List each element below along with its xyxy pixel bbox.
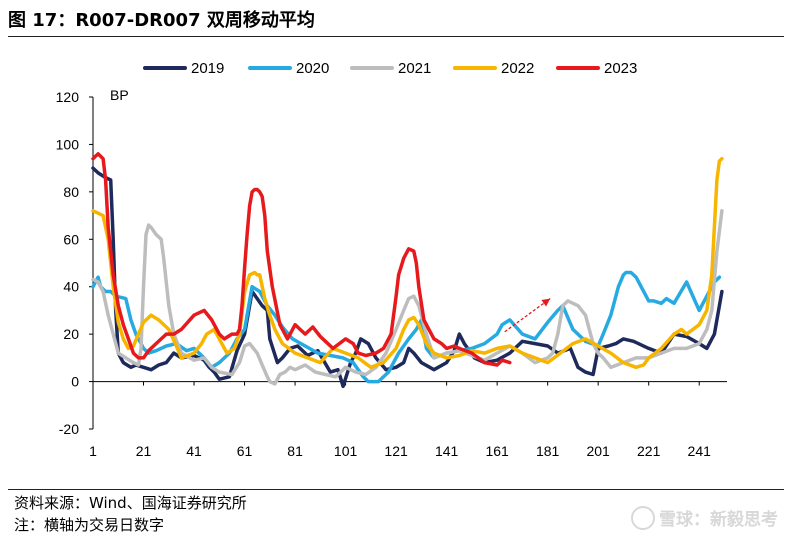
source-note: 资料来源：Wind、国海证券研究所 <box>14 494 247 512</box>
legend-label-2022: 2022 <box>501 60 534 77</box>
snowball-logo-icon <box>631 506 655 530</box>
y-tick-label: 20 <box>63 326 79 342</box>
y-tick-label: 100 <box>56 136 80 152</box>
legend-label-2019: 2019 <box>191 60 224 77</box>
series-line-2023 <box>91 152 512 367</box>
y-tick-label: 40 <box>63 279 79 295</box>
x-tick-label: 201 <box>586 443 610 459</box>
legend-label-2023: 2023 <box>604 60 637 77</box>
y-tick-label: 60 <box>63 231 79 247</box>
y-tick-label: -20 <box>59 421 79 437</box>
x-tick-label: 121 <box>384 443 408 459</box>
watermark: 雪球：新毅思考 <box>631 505 778 530</box>
x-tick-label: 81 <box>287 443 303 459</box>
x-tick-label: 1 <box>89 443 97 459</box>
y-tick-label: 0 <box>71 374 79 390</box>
y-axis-unit-label: BP <box>110 87 129 103</box>
series-line-2022 <box>91 156 724 370</box>
legend: 2019 2020 2021 2022 2023 <box>143 60 637 77</box>
top-divider <box>8 36 784 37</box>
annotation-arrow-head <box>541 298 551 307</box>
chart: 2019 2020 2021 2022 2023 -200204060801001201… <box>56 60 727 459</box>
axis-note: 注：横轴为交易日数字 <box>14 516 165 534</box>
annotation-arrow-line <box>504 298 551 333</box>
y-tick-label: 80 <box>63 184 79 200</box>
x-tick-label: 61 <box>237 443 253 459</box>
legend-label-2020: 2020 <box>296 60 329 77</box>
watermark-text: 雪球：新毅思考 <box>659 510 778 530</box>
x-tick-label: 241 <box>688 443 712 459</box>
x-tick-label: 21 <box>136 443 152 459</box>
x-tick-label: 181 <box>536 443 560 459</box>
chart-title: 图 17：R007-DR007 双周移动平均 <box>8 10 315 31</box>
x-tick-label: 141 <box>435 443 459 459</box>
y-tick-label: 120 <box>56 89 80 105</box>
bottom-divider <box>8 489 784 490</box>
plot-area <box>91 152 724 389</box>
x-tick-label: 101 <box>334 443 358 459</box>
series-line-2019 <box>91 166 724 389</box>
x-tick-label: 161 <box>485 443 509 459</box>
legend-label-2021: 2021 <box>398 60 431 77</box>
x-tick-label: 221 <box>637 443 661 459</box>
series-line-2021 <box>91 209 724 386</box>
x-tick-label: 41 <box>186 443 202 459</box>
series-line-2020 <box>91 270 722 384</box>
